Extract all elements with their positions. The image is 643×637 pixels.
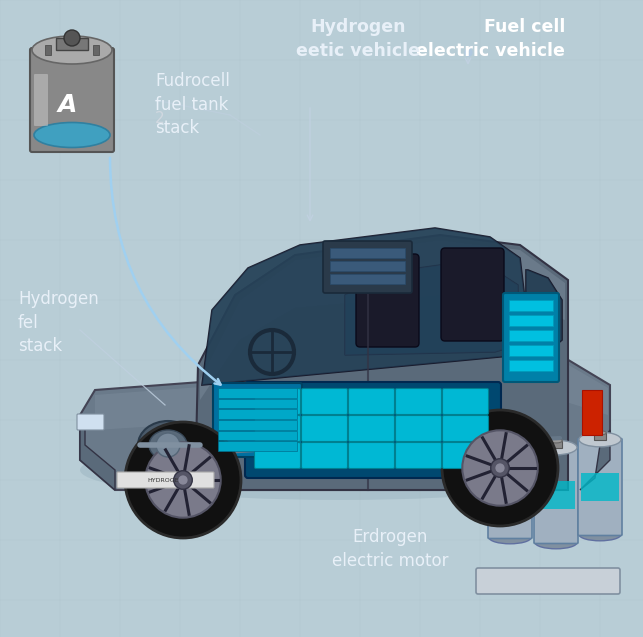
Text: Hydrogen
fel
stack: Hydrogen fel stack bbox=[18, 290, 99, 355]
Bar bbox=[503, 436, 516, 443]
Polygon shape bbox=[345, 265, 518, 355]
Text: 2: 2 bbox=[155, 110, 165, 125]
Bar bbox=[330, 274, 405, 284]
FancyBboxPatch shape bbox=[302, 443, 347, 468]
FancyBboxPatch shape bbox=[349, 389, 395, 415]
Circle shape bbox=[125, 422, 241, 538]
FancyBboxPatch shape bbox=[395, 389, 442, 415]
FancyBboxPatch shape bbox=[395, 443, 442, 468]
Ellipse shape bbox=[34, 122, 110, 148]
FancyBboxPatch shape bbox=[77, 414, 104, 430]
Ellipse shape bbox=[579, 432, 621, 447]
FancyBboxPatch shape bbox=[302, 415, 347, 441]
Ellipse shape bbox=[138, 421, 198, 469]
FancyBboxPatch shape bbox=[578, 438, 622, 536]
Bar bbox=[218, 410, 297, 419]
Bar bbox=[509, 330, 553, 341]
FancyBboxPatch shape bbox=[503, 293, 559, 382]
Ellipse shape bbox=[32, 36, 112, 64]
Circle shape bbox=[174, 471, 192, 489]
Ellipse shape bbox=[503, 434, 516, 438]
Bar bbox=[509, 345, 553, 356]
FancyBboxPatch shape bbox=[302, 389, 347, 415]
Bar bbox=[56, 38, 88, 50]
FancyBboxPatch shape bbox=[395, 415, 442, 441]
Bar bbox=[93, 45, 99, 55]
Circle shape bbox=[462, 431, 538, 506]
Text: Hydrogen
eetic vehicle: Hydrogen eetic vehicle bbox=[296, 18, 420, 60]
Text: Erdrogen
electric motor: Erdrogen electric motor bbox=[332, 528, 448, 569]
Bar bbox=[550, 441, 562, 448]
Circle shape bbox=[491, 459, 509, 477]
Polygon shape bbox=[80, 355, 610, 490]
Polygon shape bbox=[345, 265, 518, 355]
FancyBboxPatch shape bbox=[117, 472, 214, 488]
Bar bbox=[330, 261, 405, 271]
Bar bbox=[218, 399, 297, 408]
FancyBboxPatch shape bbox=[476, 568, 620, 594]
FancyBboxPatch shape bbox=[255, 443, 300, 468]
Polygon shape bbox=[200, 240, 565, 400]
Ellipse shape bbox=[535, 536, 577, 549]
Bar bbox=[218, 441, 297, 451]
FancyBboxPatch shape bbox=[255, 415, 300, 441]
FancyBboxPatch shape bbox=[356, 254, 419, 347]
Bar bbox=[581, 473, 619, 501]
Circle shape bbox=[64, 30, 80, 46]
Circle shape bbox=[495, 463, 505, 473]
Circle shape bbox=[442, 410, 558, 526]
Ellipse shape bbox=[149, 430, 187, 460]
Ellipse shape bbox=[579, 528, 621, 541]
FancyBboxPatch shape bbox=[442, 389, 489, 415]
FancyBboxPatch shape bbox=[488, 441, 532, 538]
Bar bbox=[509, 360, 553, 371]
Ellipse shape bbox=[550, 439, 562, 443]
FancyBboxPatch shape bbox=[34, 74, 48, 126]
Bar bbox=[218, 420, 297, 430]
Bar bbox=[45, 45, 51, 55]
Ellipse shape bbox=[489, 435, 531, 450]
FancyBboxPatch shape bbox=[441, 248, 504, 341]
FancyBboxPatch shape bbox=[30, 48, 114, 152]
FancyBboxPatch shape bbox=[442, 443, 489, 468]
Bar bbox=[509, 300, 553, 311]
Polygon shape bbox=[580, 430, 610, 490]
FancyBboxPatch shape bbox=[255, 389, 300, 415]
Bar bbox=[593, 433, 606, 440]
Bar bbox=[218, 431, 297, 440]
Bar bbox=[582, 390, 602, 435]
Bar bbox=[491, 476, 529, 505]
Ellipse shape bbox=[593, 431, 606, 435]
Polygon shape bbox=[202, 228, 525, 385]
Polygon shape bbox=[202, 228, 525, 385]
Ellipse shape bbox=[489, 531, 531, 544]
Text: HYDROGEN: HYDROGEN bbox=[147, 478, 183, 482]
Circle shape bbox=[156, 433, 180, 457]
Bar bbox=[537, 481, 575, 509]
Ellipse shape bbox=[535, 440, 577, 455]
FancyBboxPatch shape bbox=[534, 447, 578, 543]
FancyBboxPatch shape bbox=[213, 383, 302, 457]
Text: Fudrocell
fuel tank
stack: Fudrocell fuel tank stack bbox=[155, 72, 230, 137]
FancyBboxPatch shape bbox=[245, 382, 501, 478]
Bar bbox=[218, 388, 297, 397]
FancyBboxPatch shape bbox=[323, 241, 412, 293]
Bar bbox=[330, 248, 405, 258]
FancyBboxPatch shape bbox=[349, 443, 395, 468]
FancyBboxPatch shape bbox=[349, 415, 395, 441]
Polygon shape bbox=[80, 415, 115, 490]
Ellipse shape bbox=[80, 440, 600, 500]
FancyBboxPatch shape bbox=[442, 415, 489, 441]
Circle shape bbox=[145, 442, 221, 518]
Polygon shape bbox=[195, 235, 568, 490]
Circle shape bbox=[178, 475, 188, 485]
Text: A: A bbox=[57, 93, 77, 117]
Polygon shape bbox=[526, 270, 562, 350]
Polygon shape bbox=[95, 360, 608, 430]
Text: Fuel cell
electric vehicle: Fuel cell electric vehicle bbox=[416, 18, 565, 60]
Bar bbox=[509, 315, 553, 326]
Polygon shape bbox=[526, 270, 562, 350]
